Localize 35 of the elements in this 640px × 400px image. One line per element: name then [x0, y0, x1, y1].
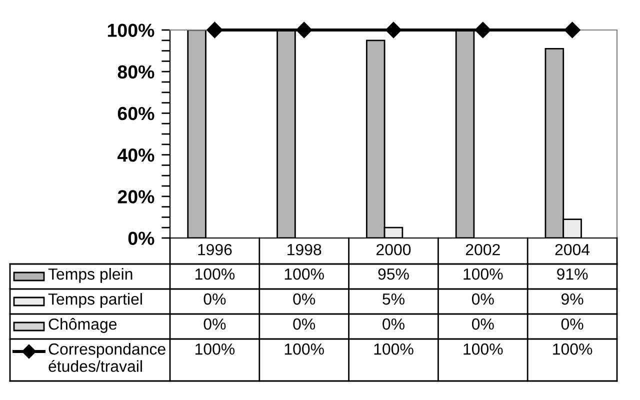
x-tick-label: 2004: [555, 244, 590, 256]
legend-label: Chômage: [48, 318, 117, 333]
y-tick-label: 60%: [118, 106, 154, 120]
y-tick-label: 20%: [118, 190, 154, 204]
data-label: 100%: [464, 268, 503, 280]
data-label: 0%: [382, 318, 404, 330]
x-tick-label: 1998: [288, 244, 322, 256]
x-tick-label: 2000: [376, 244, 411, 256]
y-tick-label: 80%: [118, 65, 154, 79]
data-label: 0%: [204, 293, 226, 305]
data-label: 0%: [561, 318, 584, 330]
data-label: 0%: [204, 318, 226, 330]
y-tick-label: 0%: [128, 232, 154, 245]
y-tick-label: 100%: [108, 24, 154, 37]
data-label: 91%: [557, 268, 588, 280]
data-label: 100%: [464, 343, 503, 355]
data-label: 100%: [284, 268, 324, 280]
data-label: 5%: [382, 293, 404, 305]
data-label: 0%: [472, 318, 494, 330]
data-label: 100%: [553, 343, 592, 355]
data-label: 100%: [374, 343, 414, 355]
data-label: 100%: [284, 343, 324, 355]
data-label: 9%: [562, 293, 584, 305]
data-label: 0%: [293, 318, 316, 330]
legend-label: Correspondance études/travail: [48, 343, 166, 372]
x-tick-label: 1996: [198, 244, 232, 256]
data-label: 0%: [293, 293, 316, 305]
data-label: 0%: [472, 293, 494, 305]
legend-label: Temps plein: [48, 268, 132, 283]
legend-label: Temps partiel: [48, 293, 142, 308]
y-tick-label: 40%: [117, 148, 154, 162]
data-label: 100%: [195, 343, 235, 355]
data-label: 100%: [195, 268, 235, 280]
x-tick-label: 2002: [466, 244, 500, 256]
data-label: 95%: [378, 268, 409, 280]
